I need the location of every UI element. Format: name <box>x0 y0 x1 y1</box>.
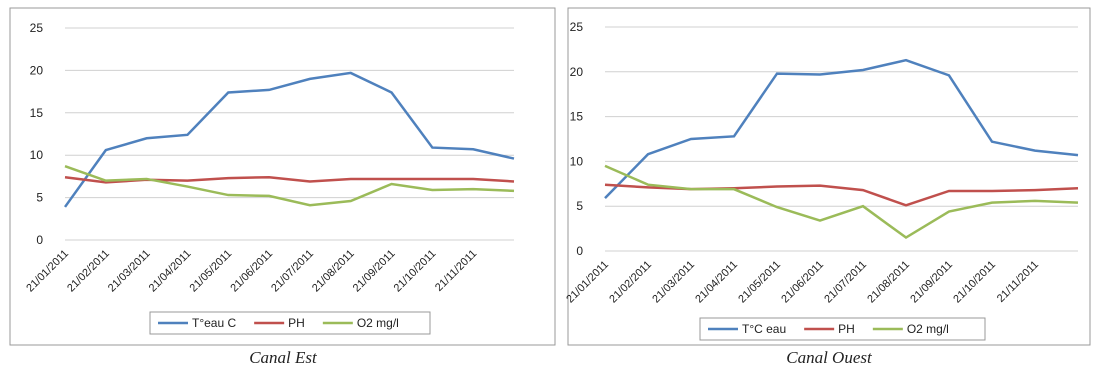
y-tick-label: 25 <box>570 20 584 34</box>
series-line <box>64 165 515 207</box>
y-tick-label: 0 <box>36 233 43 247</box>
y-tick-label: 5 <box>36 191 43 205</box>
legend-box <box>149 311 431 335</box>
caption: Canal Est <box>249 348 318 367</box>
legend-label: PH <box>288 316 305 330</box>
legend-label: PH <box>838 322 855 336</box>
series-line <box>604 164 1079 240</box>
legend-label: O2 mg/l <box>907 322 949 336</box>
legend-label: O2 mg/l <box>357 316 399 330</box>
chart-frame <box>9 7 556 346</box>
y-tick-label: 10 <box>30 148 44 162</box>
y-tick-label: 10 <box>570 154 584 168</box>
series-line <box>63 71 515 208</box>
caption: Canal Ouest <box>786 348 873 367</box>
y-tick-label: 15 <box>570 110 584 124</box>
y-tick-label: 15 <box>30 106 44 120</box>
legend-label: T°eau C <box>192 316 236 330</box>
y-tick-label: 5 <box>576 199 583 213</box>
legend-box <box>699 317 986 341</box>
y-tick-label: 0 <box>576 244 583 258</box>
legend-label: T°C eau <box>742 322 786 336</box>
chart-frame <box>567 7 1091 346</box>
y-tick-label: 25 <box>30 21 44 35</box>
y-tick-label: 20 <box>570 65 584 79</box>
series-line <box>604 58 1079 200</box>
y-tick-label: 20 <box>30 63 44 77</box>
